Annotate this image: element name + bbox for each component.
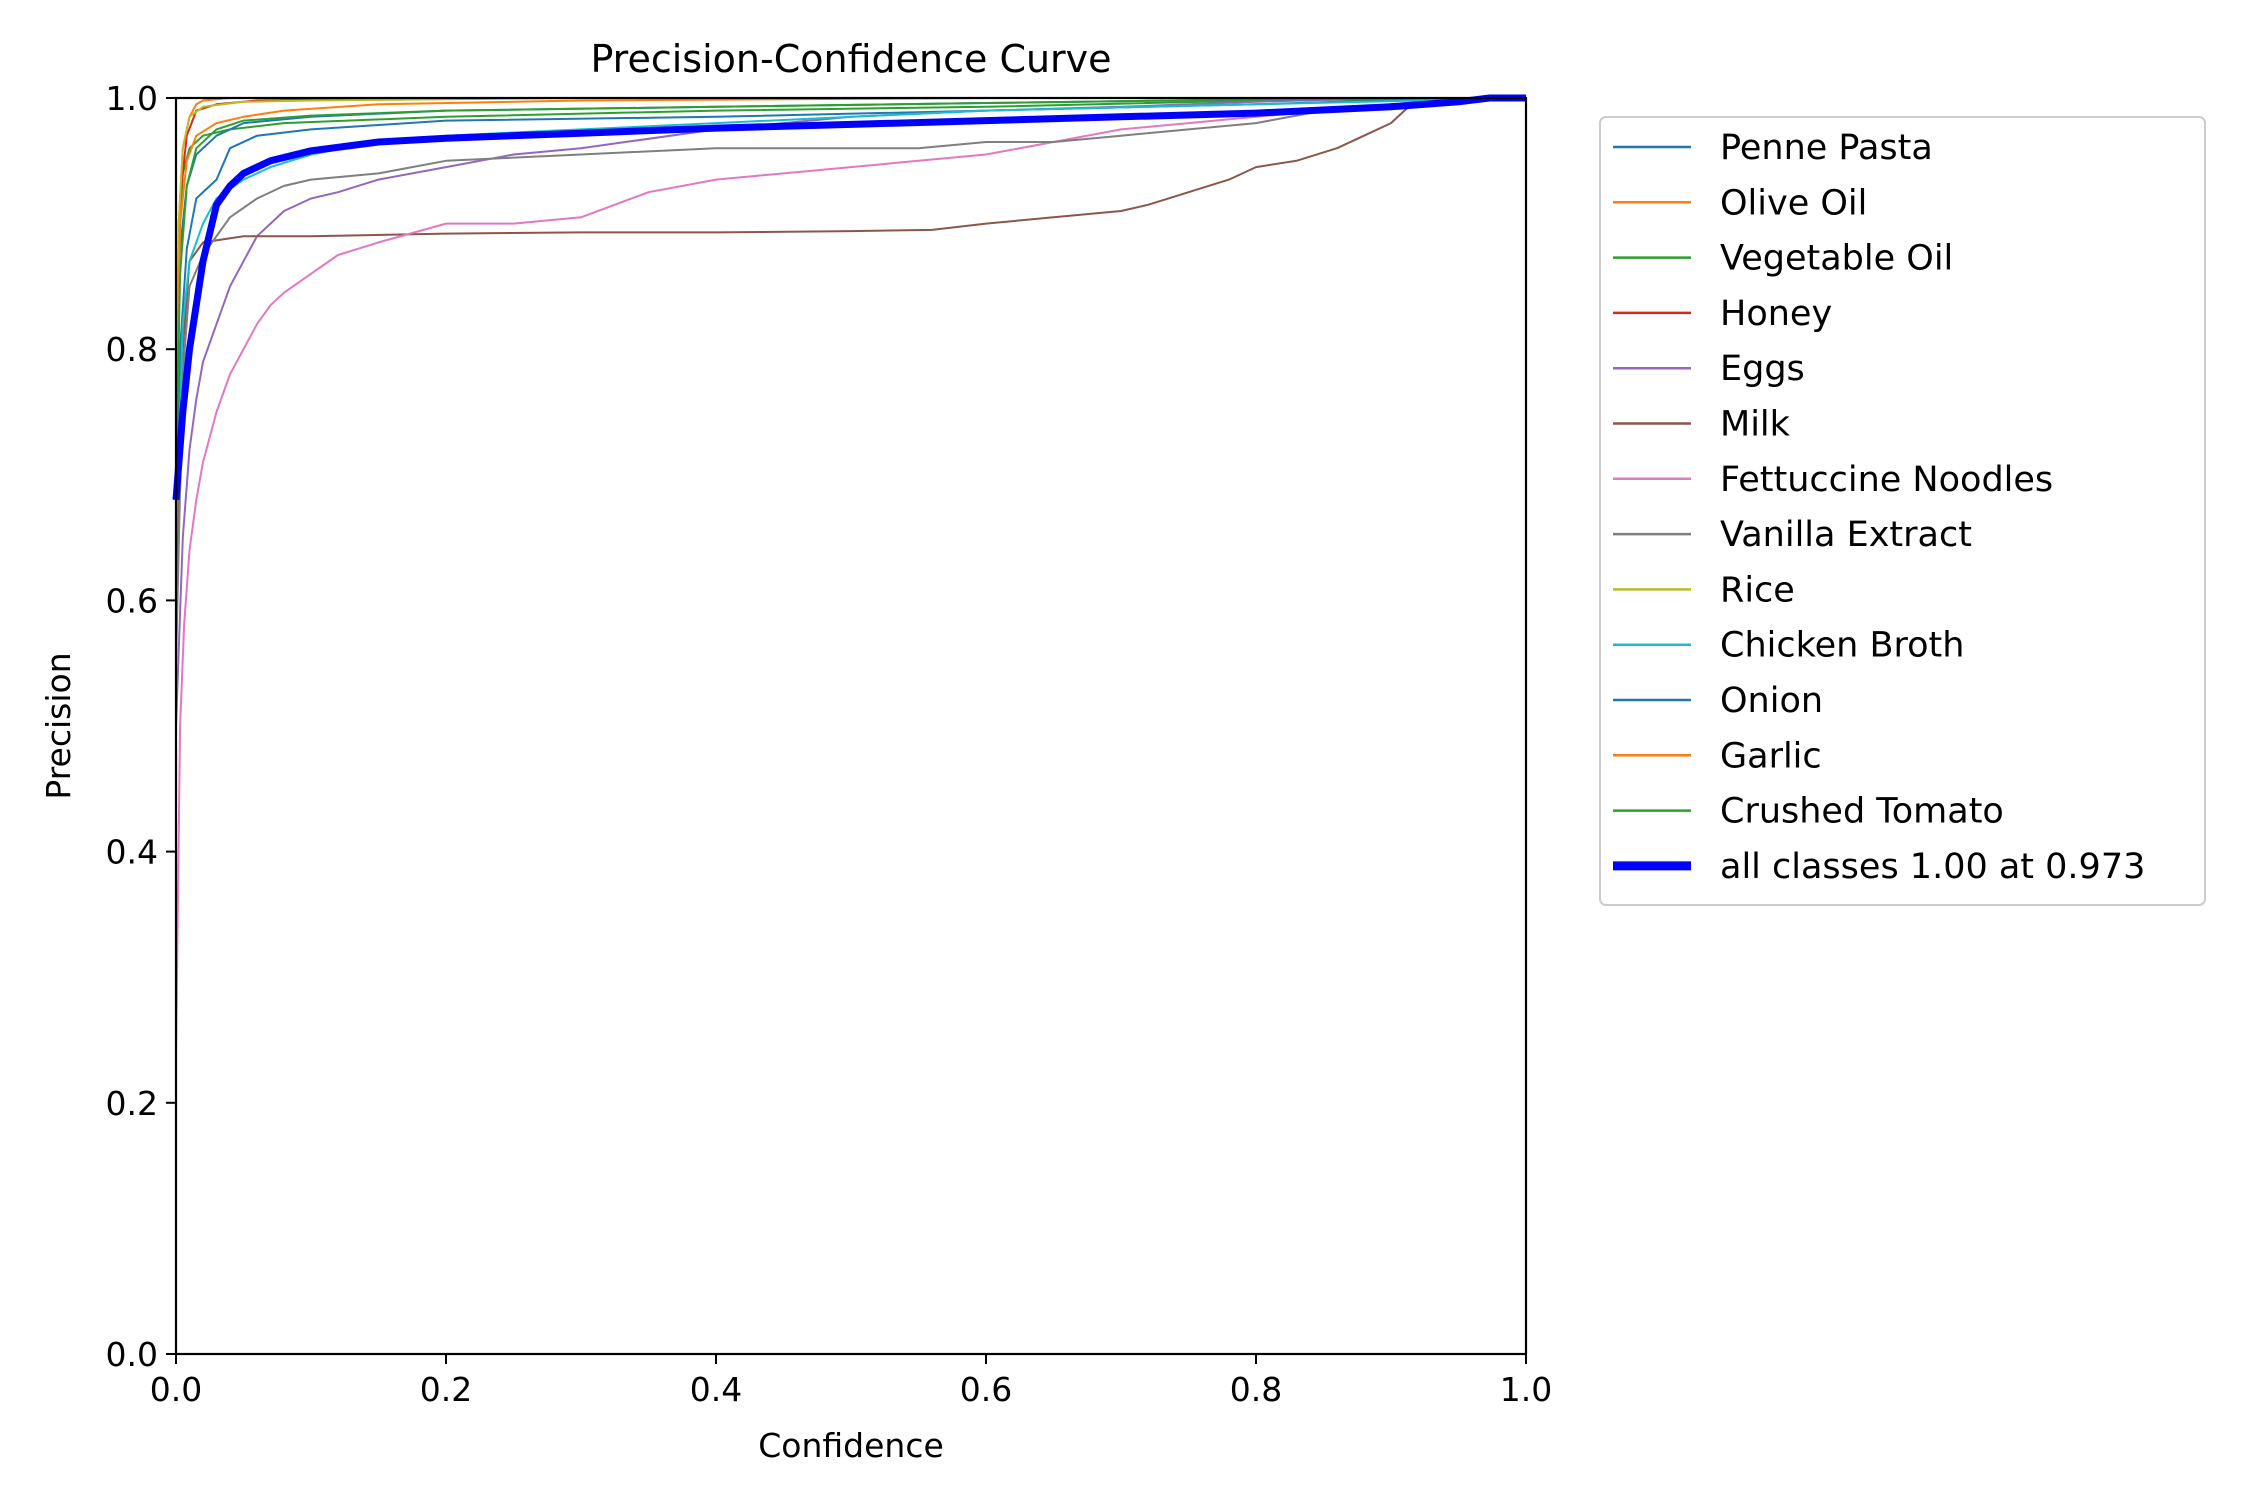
series-line-7 bbox=[175, 97, 1527, 664]
series-line-8 bbox=[175, 97, 1526, 475]
series-line-5 bbox=[175, 97, 1526, 601]
x-tick-label: 0.8 bbox=[1230, 1370, 1282, 1409]
legend-label-8: Rice bbox=[1720, 570, 1795, 610]
series-line-9 bbox=[175, 97, 1527, 538]
legend-label-6: Fettuccine Noodles bbox=[1720, 460, 2053, 500]
legend-frame bbox=[1599, 116, 2206, 906]
y-tick-label: 0.4 bbox=[106, 833, 158, 872]
legend-label-1: Olive Oil bbox=[1720, 183, 1867, 223]
x-tick-label: 1.0 bbox=[1500, 1370, 1552, 1409]
y-axis-label: Precision bbox=[39, 652, 78, 799]
legend-label-3: Honey bbox=[1720, 294, 1832, 334]
series-line-2 bbox=[175, 97, 1527, 450]
y-tick-label: 0.6 bbox=[106, 581, 158, 620]
legend-label-12: Crushed Tomato bbox=[1720, 792, 2004, 832]
legend-label-4: Eggs bbox=[1720, 349, 1805, 389]
legend-label-5: Milk bbox=[1720, 405, 1791, 445]
series-line-0 bbox=[175, 97, 1526, 576]
x-tick-label: 0.2 bbox=[420, 1370, 472, 1409]
legend-label-7: Vanilla Extract bbox=[1720, 515, 1972, 555]
x-tick-label: 0.6 bbox=[960, 1370, 1012, 1409]
chart-title: Precision-Confidence Curve bbox=[590, 37, 1111, 81]
series-line-1 bbox=[175, 97, 1526, 475]
series-layer bbox=[172, 94, 1527, 1053]
series-line-11 bbox=[175, 97, 1526, 450]
y-axis-ticks: 0.0 0.2 0.4 0.6 0.8 1.0 bbox=[106, 79, 176, 1374]
legend-label-10: Onion bbox=[1720, 681, 1823, 721]
legend: Penne Pasta Olive Oil Vegetable Oil Honey Eg… bbox=[1599, 116, 2206, 906]
legend-items: Penne Pasta Olive Oil Vegetable Oil Honey Eg… bbox=[1613, 128, 2145, 887]
y-tick-label: 1.0 bbox=[106, 79, 158, 118]
legend-label-0: Penne Pasta bbox=[1720, 128, 1933, 168]
series-line-12 bbox=[175, 97, 1527, 475]
x-tick-label: 0.0 bbox=[150, 1370, 202, 1409]
plot-area-frame bbox=[174, 96, 1528, 1356]
legend-label-11: Garlic bbox=[1720, 736, 1822, 776]
x-tick-label: 0.4 bbox=[690, 1370, 742, 1409]
y-tick-label: 0.8 bbox=[106, 330, 158, 369]
series-line-6 bbox=[175, 97, 1526, 1053]
series-line-13 bbox=[172, 94, 1526, 501]
legend-label-9: Chicken Broth bbox=[1720, 626, 1964, 666]
series-line-10 bbox=[175, 97, 1527, 475]
x-axis-label: Confidence bbox=[758, 1426, 944, 1465]
y-tick-label: 0.0 bbox=[106, 1335, 158, 1374]
legend-label-13: all classes 1.00 at 0.973 bbox=[1720, 847, 2145, 887]
legend-label-2: Vegetable Oil bbox=[1720, 239, 1953, 279]
x-axis-ticks: 0.0 0.2 0.4 0.6 0.8 1.0 bbox=[150, 1354, 1552, 1409]
series-line-4 bbox=[175, 97, 1526, 727]
y-tick-label: 0.2 bbox=[106, 1084, 158, 1123]
